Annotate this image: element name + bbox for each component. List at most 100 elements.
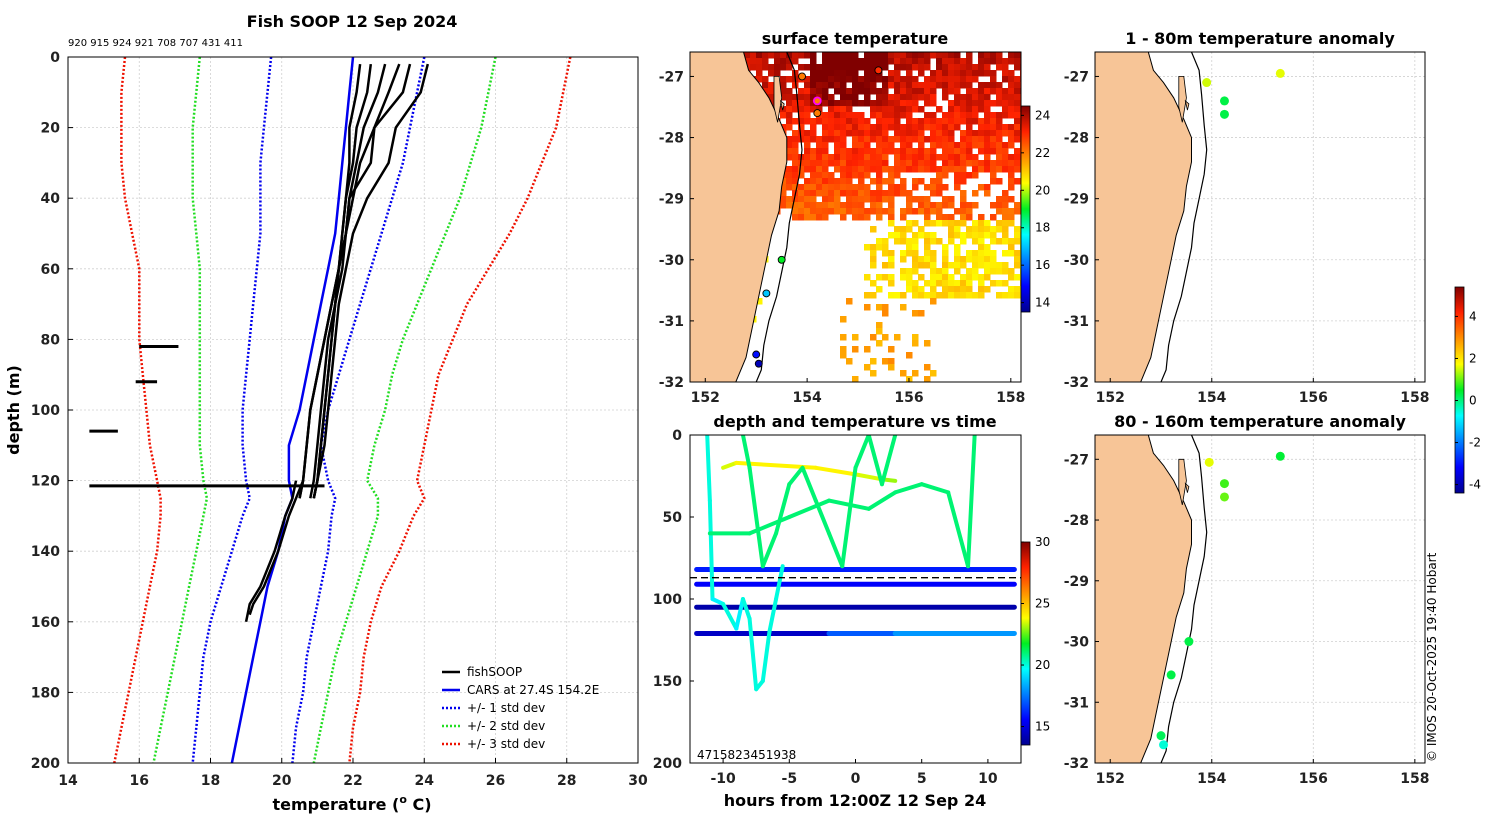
sst-cell — [906, 106, 913, 113]
sst-cell — [828, 208, 835, 215]
sst-cell — [852, 148, 859, 155]
sst-cell — [804, 52, 811, 59]
depth-time-track — [919, 482, 951, 495]
sst-cell — [870, 262, 877, 269]
sst-cell — [984, 100, 991, 107]
sst-cell — [840, 124, 847, 131]
sst-cell — [936, 136, 943, 143]
sst-cell — [900, 148, 907, 155]
sst-cell — [804, 76, 811, 83]
sst-cell — [996, 178, 1003, 185]
sst-cell — [882, 130, 889, 137]
sst-cell — [1008, 106, 1015, 113]
depth-time-track — [966, 435, 977, 569]
sst-cell — [954, 52, 961, 59]
sst-cell — [876, 304, 883, 311]
sst-cell — [858, 208, 865, 215]
sst-cell — [774, 52, 781, 59]
sst-cell — [1002, 214, 1009, 221]
sst-cell — [834, 136, 841, 143]
sst-cell — [876, 58, 883, 65]
sst-cell — [834, 148, 841, 155]
profile-xlabel-sup: o — [399, 793, 407, 806]
sst-cell — [1014, 88, 1021, 95]
sst-cell — [834, 160, 841, 167]
sst-cell — [870, 190, 877, 197]
sst-cell — [786, 88, 793, 95]
sst-cell — [918, 82, 925, 89]
sst-cell — [918, 178, 925, 185]
sst-cell — [840, 154, 847, 161]
anomaly-shallow-title: 1 - 80m temperature anomaly — [1125, 29, 1395, 48]
y-tick-label: 200 — [653, 756, 682, 772]
sst-cell — [810, 136, 817, 143]
sst-cell — [1008, 268, 1015, 275]
sst-cell — [1014, 286, 1021, 293]
sst-cell — [960, 154, 967, 161]
sst-cell — [888, 184, 895, 191]
sst-cell — [882, 112, 889, 119]
sst-cell — [876, 274, 883, 281]
sst-cell — [996, 208, 1003, 215]
sst-cell — [930, 112, 937, 119]
sst-cell — [906, 154, 913, 161]
sst-cell — [1008, 166, 1015, 173]
sst-cell — [894, 106, 901, 113]
sst-cell — [978, 232, 985, 239]
sst-cell — [888, 346, 895, 353]
sst-cell — [978, 64, 985, 71]
sst-cell — [810, 94, 817, 101]
sst-cell — [942, 58, 949, 65]
sst-cell — [912, 220, 919, 227]
sst-cell — [798, 172, 805, 179]
sst-cell — [894, 82, 901, 89]
sst-cell — [888, 364, 895, 371]
x-tick-label: -5 — [782, 771, 798, 787]
sst-land — [690, 52, 803, 382]
anomaly-point — [1184, 637, 1194, 647]
sst-cell — [852, 142, 859, 149]
sst-cell — [972, 70, 979, 77]
sst-cell — [912, 292, 919, 299]
sst-cell — [882, 148, 889, 155]
sst-cell — [924, 376, 931, 382]
sst-cell — [954, 244, 961, 251]
sst-cell — [810, 184, 817, 191]
sst-cell — [990, 178, 997, 185]
depth-time-track — [813, 465, 858, 477]
sst-cell — [858, 76, 865, 83]
sst-cell — [888, 148, 895, 155]
sst-cell — [840, 94, 847, 101]
sst-cell — [900, 184, 907, 191]
sst-cell — [942, 196, 949, 203]
sst-cell — [1002, 70, 1009, 77]
sst-cell — [1014, 202, 1021, 209]
sst-cell — [918, 232, 925, 239]
sst-cell — [870, 130, 877, 137]
sst-cell — [954, 70, 961, 77]
sst-cell — [978, 52, 985, 59]
sst-cell — [804, 190, 811, 197]
sst-cell — [930, 178, 937, 185]
sst-cell — [852, 130, 859, 137]
y-tick-label: -27 — [1064, 69, 1089, 85]
y-tick-label: -29 — [1064, 192, 1089, 208]
sst-cell — [888, 58, 895, 65]
sst-cell — [804, 82, 811, 89]
fishsoop-profile — [312, 63, 430, 499]
sst-cell — [798, 112, 805, 119]
sst-cell — [1008, 76, 1015, 83]
sst-cell — [852, 160, 859, 167]
sst-cell — [876, 190, 883, 197]
sst-cell — [1002, 232, 1009, 239]
sst-cell — [810, 82, 817, 89]
fishsoop-profile — [298, 63, 401, 499]
sst-cell — [954, 94, 961, 101]
sst-cell — [798, 160, 805, 167]
sst-cell — [930, 52, 937, 59]
sst-cell — [966, 94, 973, 101]
sst-cell — [834, 112, 841, 119]
sst-cell — [924, 202, 931, 209]
x-tick-label: 158 — [1400, 390, 1429, 406]
sst-cell — [924, 154, 931, 161]
